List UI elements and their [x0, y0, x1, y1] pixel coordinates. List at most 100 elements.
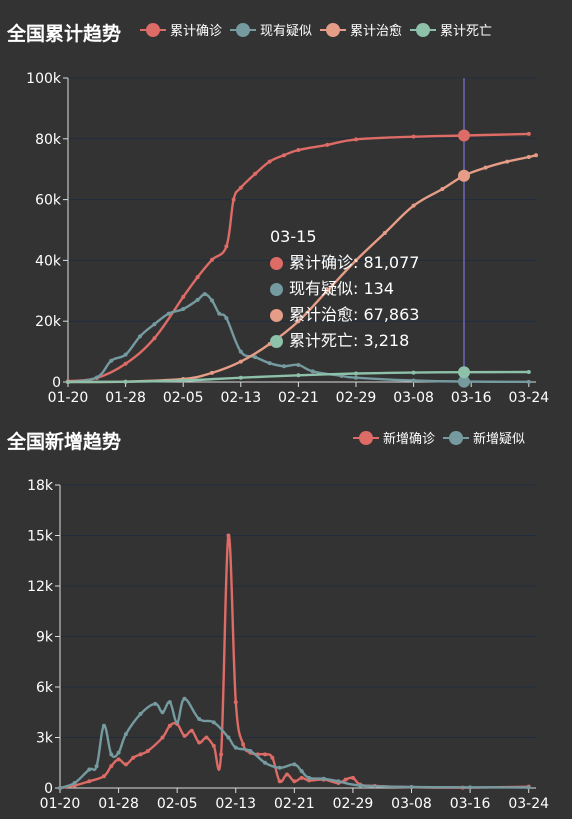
legend-label: 累计死亡	[440, 24, 493, 39]
data-point	[468, 785, 473, 790]
data-point	[411, 370, 416, 375]
legend-marker-icon	[443, 430, 470, 445]
x-tick-label: 03-24	[508, 390, 549, 406]
data-point	[233, 700, 238, 705]
data-point	[292, 762, 297, 767]
tooltip-swatch-confirmed	[270, 256, 283, 270]
x-tick-label: 03-24	[508, 796, 549, 812]
y-tick-label: 9k	[36, 630, 54, 646]
highlighted-data-point	[458, 169, 470, 182]
data-point	[58, 786, 62, 790]
legend-marker-icon	[230, 22, 257, 37]
daily-new-chart-title: 全国新增趋势	[7, 431, 122, 453]
legend-item-3[interactable]: 累计死亡	[410, 20, 492, 39]
data-point	[145, 748, 150, 753]
tooltip-swatch-suspected	[270, 282, 283, 296]
data-point	[299, 775, 304, 780]
data-point	[217, 311, 222, 316]
data-point	[241, 742, 246, 747]
data-point	[325, 288, 330, 293]
x-tick-label: 03-08	[391, 796, 432, 812]
tooltip-value-suspected: 现有疑似: 134	[289, 279, 395, 298]
data-point	[131, 755, 136, 760]
tooltip-row-confirmed: 累计确诊: 81,077	[270, 250, 419, 276]
legend-label: 现有疑似	[260, 24, 313, 39]
data-point	[354, 371, 358, 376]
data-point	[210, 257, 214, 262]
data-point	[358, 783, 363, 788]
data-point	[109, 752, 114, 757]
data-point	[325, 142, 330, 147]
legend-label: 累计治愈	[350, 24, 403, 39]
data-point	[226, 533, 231, 538]
data-point	[526, 785, 531, 790]
data-point	[505, 159, 510, 164]
daily-new-chart-legend: 新增确诊 新增疑似	[353, 428, 533, 447]
data-point	[182, 696, 187, 701]
data-point	[285, 772, 290, 777]
data-point	[181, 307, 186, 312]
data-point	[182, 733, 187, 738]
legend-label: 累计确诊	[170, 24, 223, 39]
data-point	[343, 777, 348, 782]
data-point	[153, 701, 158, 706]
data-point	[231, 197, 236, 202]
data-point	[138, 752, 143, 757]
x-tick-label: 03-16	[450, 796, 491, 812]
data-point	[238, 349, 243, 354]
data-point	[123, 352, 128, 357]
data-point	[101, 723, 106, 728]
data-point	[166, 311, 171, 316]
data-point	[526, 131, 531, 136]
legend-item-0[interactable]: 累计确诊	[140, 20, 222, 39]
cumulative-chart-legend: 累计确诊 现有疑似 累计治愈 累计死亡	[140, 20, 500, 39]
data-point	[138, 334, 142, 339]
data-point	[354, 137, 358, 142]
tooltip-value-confirmed: 累计确诊: 81,077	[289, 253, 420, 272]
y-tick-label: 60k	[35, 193, 62, 209]
tooltip-swatch-dead	[270, 334, 283, 348]
legend-marker-icon	[410, 22, 437, 37]
legend-item-1[interactable]: 现有疑似	[230, 20, 312, 39]
data-point	[336, 779, 341, 784]
data-point	[282, 364, 286, 369]
data-point	[350, 775, 355, 780]
legend-item-1[interactable]: 新增疑似	[443, 428, 525, 447]
data-point	[526, 155, 531, 160]
data-point	[409, 784, 414, 789]
data-point	[189, 728, 194, 733]
data-point	[526, 370, 531, 375]
data-point	[167, 700, 172, 705]
data-point	[238, 359, 243, 364]
data-point	[152, 322, 157, 327]
data-point	[211, 743, 216, 748]
data-point	[87, 767, 92, 772]
data-point	[248, 748, 253, 753]
data-point	[270, 755, 275, 760]
data-point	[277, 765, 282, 770]
data-point	[238, 185, 243, 190]
data-point	[123, 732, 128, 737]
y-tick-label: 80k	[35, 132, 62, 148]
legend-item-2[interactable]: 累计治愈	[320, 20, 402, 39]
x-tick-label: 01-28	[105, 390, 146, 406]
data-point	[224, 244, 229, 249]
data-point	[299, 769, 304, 774]
data-point	[181, 378, 186, 383]
legend-item-0[interactable]: 新增确诊	[353, 428, 435, 447]
tooltip-value-dead: 累计死亡: 3,218	[289, 331, 410, 350]
highlighted-data-point	[458, 129, 470, 142]
chart-tooltip: 03-15 累计确诊: 81,077 现有疑似: 134 累计治愈: 67,86…	[270, 224, 419, 354]
x-tick-label: 01-20	[40, 796, 81, 812]
x-tick-label: 02-05	[163, 390, 204, 406]
data-point	[534, 153, 538, 158]
data-point	[202, 292, 207, 297]
data-point	[138, 711, 143, 716]
data-point	[72, 780, 77, 785]
cumulative-trend-chart: 0 20k 40k 60k 80k 100k 01-20 01-28 02-05 02-13 02-…	[26, 71, 549, 406]
data-point	[310, 369, 315, 374]
data-point	[175, 720, 180, 725]
data-point	[210, 370, 214, 375]
data-point	[94, 764, 99, 769]
